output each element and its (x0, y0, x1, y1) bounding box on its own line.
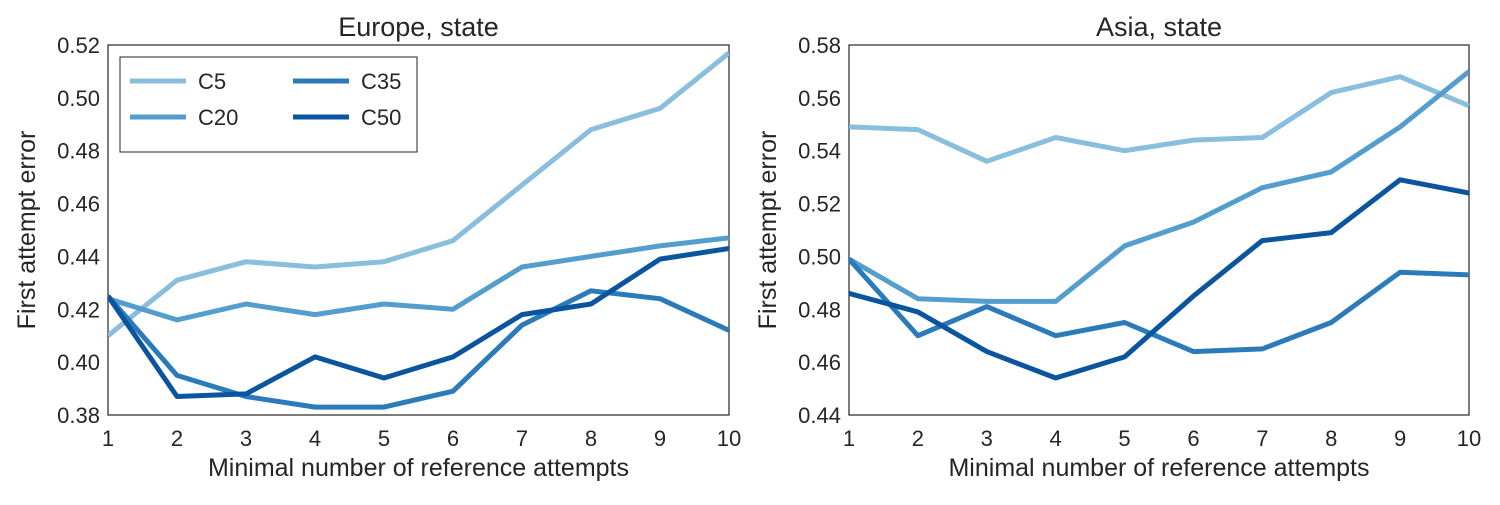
x-tick-label: 6 (447, 426, 459, 451)
y-tick-label: 0.50 (798, 244, 841, 269)
x-tick-label: 4 (1050, 426, 1062, 451)
y-tick-label: 0.58 (798, 33, 841, 58)
y-tick-label: 0.52 (798, 192, 841, 217)
y-tick-label: 0.44 (798, 403, 841, 428)
y-tick-label: 0.56 (798, 86, 841, 111)
x-tick-label: 8 (585, 426, 597, 451)
y-tick-label: 0.42 (57, 297, 100, 322)
legend-label-c35: C35 (361, 69, 401, 94)
x-tick-label: 1 (843, 426, 855, 451)
series-line-c35 (849, 257, 1469, 355)
x-tick-label: 7 (1256, 426, 1268, 451)
series-line-c20 (108, 235, 729, 323)
legend-frame (119, 56, 418, 153)
y-axis-label: First attempt error (13, 131, 41, 330)
y-tick-label: 0.40 (57, 350, 100, 375)
legend-label-c20: C20 (198, 105, 238, 130)
plot-frame (848, 44, 1470, 416)
chart-panel-2: Asia, state 1 2 3 4 5 6 7 8 9 10 0.44 0.46 0.48 0.50 0.… (754, 12, 1481, 482)
x-tick-label: 1 (102, 426, 114, 451)
x-tick-label: 10 (717, 426, 741, 451)
chart-panel-1: Europe, state 1 2 3 4 5 6 7 8 9 10 0.38 0.40 0.42 0.44… (13, 12, 741, 482)
y-tick-label: 0.46 (57, 192, 100, 217)
series-line-c5 (849, 74, 1469, 164)
series-group (849, 69, 1469, 381)
x-axis-label: Minimal number of reference attempts (208, 454, 629, 482)
y-tick-label: 0.52 (57, 33, 100, 58)
x-tick-label: 10 (1457, 426, 1481, 451)
x-tick-label: 5 (1118, 426, 1130, 451)
y-tick-label: 0.48 (798, 297, 841, 322)
x-tick-label: 4 (309, 426, 321, 451)
x-tick-label: 3 (240, 426, 252, 451)
x-tick-label: 2 (171, 426, 183, 451)
chart-title: Europe, state (338, 12, 499, 42)
series-line-c35 (108, 288, 729, 410)
y-tick-label: 0.48 (57, 139, 100, 164)
series-group (108, 50, 729, 410)
x-tick-label: 3 (981, 426, 993, 451)
x-tick-label: 2 (912, 426, 924, 451)
series-line-c50 (108, 246, 729, 399)
plot-frame (107, 44, 730, 416)
x-tick-label: 7 (516, 426, 528, 451)
y-tick-label: 0.46 (798, 350, 841, 375)
x-tick-label: 5 (378, 426, 390, 451)
chart-title: Asia, state (1096, 12, 1222, 42)
x-tick-label: 9 (1394, 426, 1406, 451)
y-axis-label: First attempt error (754, 131, 782, 330)
legend: C5 C20 C35 C50 (119, 56, 418, 153)
series-line-c20 (849, 69, 1469, 304)
series-line-c5 (108, 50, 729, 338)
legend-label-c5: C5 (198, 69, 226, 94)
x-tick-label: 9 (654, 426, 666, 451)
series-line-c50 (849, 177, 1469, 381)
x-tick-label: 6 (1187, 426, 1199, 451)
x-tick-label: 8 (1325, 426, 1337, 451)
y-tick-label: 0.38 (57, 403, 100, 428)
y-tick-label: 0.50 (57, 86, 100, 111)
legend-label-c50: C50 (361, 105, 401, 130)
y-tick-label: 0.54 (798, 139, 841, 164)
y-tick-label: 0.44 (57, 244, 100, 269)
x-axis-label: Minimal number of reference attempts (948, 454, 1369, 482)
